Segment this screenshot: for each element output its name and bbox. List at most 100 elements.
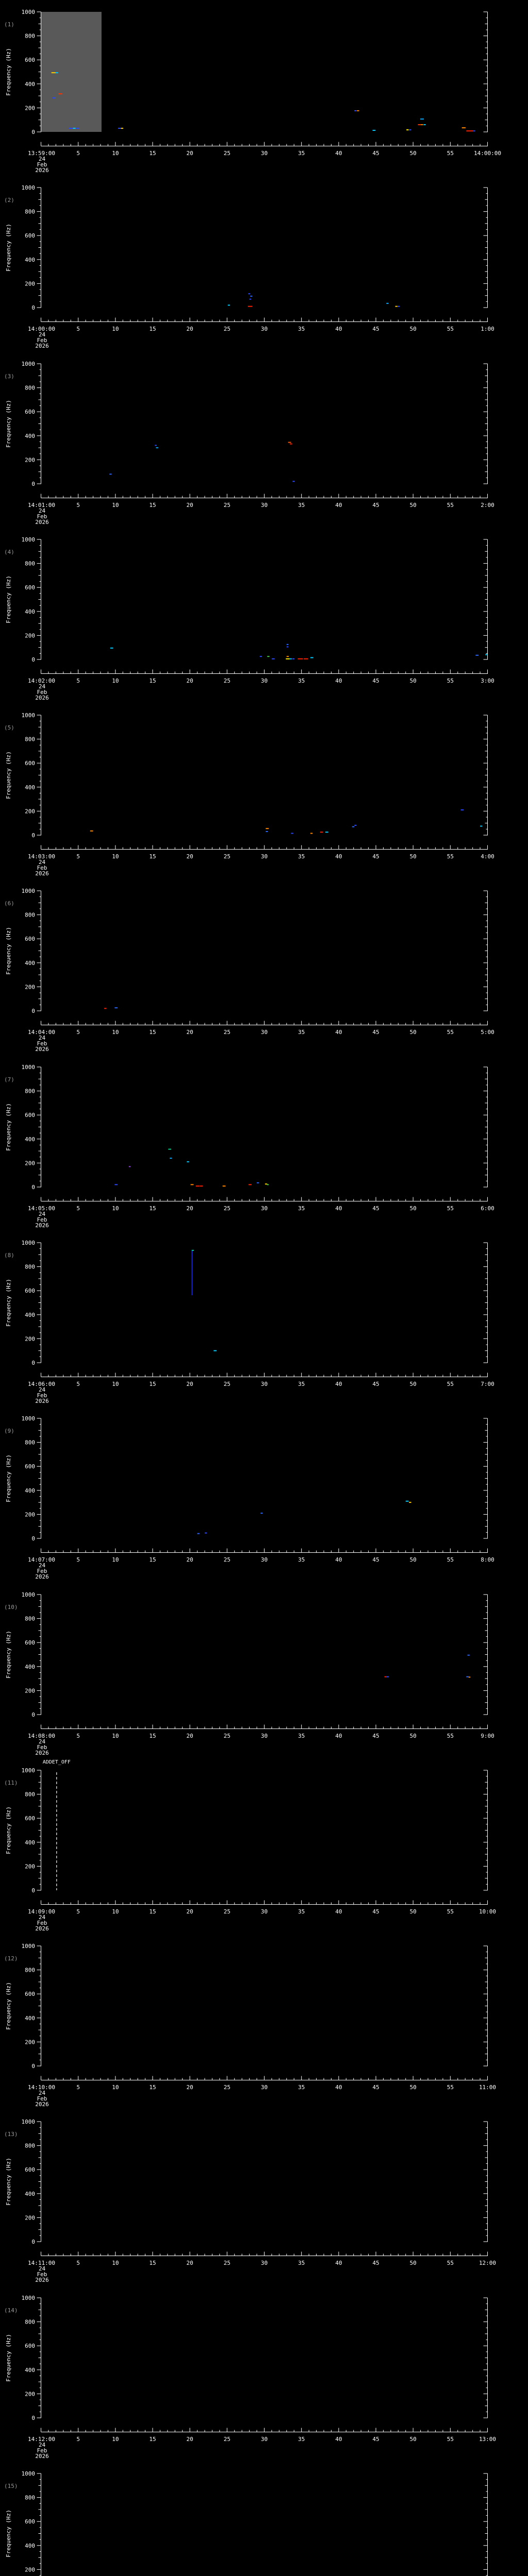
x-tick-label: 10	[112, 1205, 119, 1212]
event-speck	[222, 1185, 226, 1187]
x-tick-label: 50	[410, 1029, 417, 1036]
y-tick-label: 0	[31, 304, 35, 311]
x-tick-label: 50	[410, 2436, 417, 2443]
x-tick-label: 30	[261, 2436, 268, 2443]
x-tick-label: 55	[447, 1733, 454, 1739]
event-speck	[69, 128, 73, 129]
y-tick-label: 600	[25, 1463, 35, 1470]
y-tick-label: 200	[25, 984, 35, 990]
x-tick-label: 5	[76, 1205, 80, 1212]
spectrogram-panel-6: 0 200 400 600 800 1000 5 10 15 20 25 30 35 40 45 50 55 14…	[0, 879, 528, 1055]
date-label: Feb	[37, 161, 47, 168]
y-tick-label: 400	[25, 1664, 35, 1670]
y-tick-label: 600	[25, 760, 35, 767]
event-speck	[286, 643, 289, 645]
y-tick-label: 1000	[22, 361, 36, 367]
x-end-time-label: 1:00	[481, 326, 494, 332]
y-axis-title: Frequency (Hz)	[5, 400, 12, 448]
y-tick-label: 1000	[22, 888, 36, 894]
y-tick-label: 200	[25, 2214, 35, 2221]
date-label: 2026	[35, 2101, 49, 2108]
y-tick-label: 0	[31, 2415, 35, 2421]
event-speck	[466, 130, 474, 132]
panel-number-label: (5)	[4, 724, 14, 731]
x-tick-label: 55	[447, 1908, 454, 1915]
date-label: 2026	[35, 343, 49, 349]
x-tick-label: 55	[447, 2436, 454, 2443]
x-tick-label: 35	[298, 150, 305, 157]
spectrogram-panel-12: 0 200 400 600 800 1000 5 10 15 20 25 30 35 40 45 50 55 14…	[0, 1934, 528, 2110]
x-tick-label: 10	[112, 1381, 119, 1387]
event-speck	[156, 447, 158, 449]
event-speck	[52, 97, 56, 99]
x-tick-label: 20	[187, 502, 193, 509]
y-tick-label: 0	[31, 1008, 35, 1014]
y-tick-label: 200	[25, 456, 35, 463]
panel-number-label: (2)	[4, 197, 14, 204]
y-tick-label: 1000	[22, 9, 36, 15]
y-axis-title: Frequency (Hz)	[5, 2158, 12, 2206]
x-tick-label: 20	[187, 853, 193, 860]
y-tick-label: 600	[25, 1112, 35, 1118]
event-speck	[460, 809, 464, 811]
y-tick-label: 800	[25, 1439, 35, 1446]
event-speck	[121, 128, 123, 129]
x-tick-label: 10	[112, 502, 119, 509]
y-tick-label: 200	[25, 1160, 35, 1166]
y-tick-label: 800	[25, 209, 35, 215]
y-tick-label: 600	[25, 1639, 35, 1646]
x-tick-label: 55	[447, 853, 454, 860]
x-tick-label: 5	[76, 2436, 80, 2443]
event-speck	[289, 658, 292, 659]
spectrogram-panel-4: 0 200 400 600 800 1000 5 10 15 20 25 30 35 40 45 50 55 14…	[0, 528, 528, 704]
event-speck	[286, 656, 289, 657]
x-tick-label: 5	[76, 326, 80, 332]
date-label: 24	[39, 2265, 46, 2272]
event-speck	[288, 442, 291, 443]
x-tick-label: 5	[76, 2260, 80, 2266]
panel-number-label: (9)	[4, 1428, 14, 1434]
x-tick-label: 20	[187, 2260, 193, 2266]
spectrogram-panel-8: 0 200 400 600 800 1000 5 10 15 20 25 30 35 40 45 50 55 14…	[0, 1231, 528, 1407]
x-tick-label: 35	[298, 2260, 305, 2266]
x-tick-label: 40	[335, 1733, 342, 1739]
event-speck	[354, 824, 357, 826]
panel-canvas: 0200400600800100051015202530354045505514…	[4, 2470, 488, 2576]
x-tick-label: 5	[76, 677, 80, 684]
x-tick-label: 10	[112, 1733, 119, 1739]
x-start-time-label: 14:08:00	[28, 1733, 55, 1739]
y-tick-label: 400	[25, 1136, 35, 1143]
x-start-time-label: 14:11:00	[28, 2260, 55, 2266]
x-tick-label: 40	[335, 853, 342, 860]
event-speck	[76, 128, 79, 129]
x-tick-label: 5	[76, 502, 80, 509]
panel-number-label: (13)	[4, 2131, 18, 2138]
spectrogram-panel-13: 0 200 400 600 800 1000 5 10 15 20 25 30 35 40 45 50 55 14…	[0, 2110, 528, 2286]
y-tick-label: 1000	[22, 1591, 36, 1598]
y-tick-label: 0	[31, 1711, 35, 1718]
y-tick-label: 800	[25, 1088, 35, 1095]
date-label: 24	[39, 2442, 46, 2448]
y-tick-label: 200	[25, 632, 35, 639]
y-tick-label: 800	[25, 33, 35, 40]
x-tick-label: 5	[76, 853, 80, 860]
x-tick-label: 45	[372, 1556, 379, 1563]
event-speck	[197, 1533, 200, 1534]
event-speck	[418, 124, 421, 126]
date-label: Feb	[37, 1744, 47, 1751]
y-tick-label: 1000	[22, 712, 36, 719]
y-axis-title: Frequency (Hz)	[5, 2334, 12, 2382]
spectrogram-panel-15: 0200400600800100051015202530354045505514…	[0, 2462, 528, 2576]
x-end-time-label: 7:00	[481, 1381, 494, 1387]
date-label: 24	[39, 1738, 46, 1745]
date-label: Feb	[37, 865, 47, 871]
event-speck	[227, 304, 230, 306]
spectrogram-panel-5: 0 200 400 600 800 1000 5 10 15 20 25 30 35 40 45 50 55 14…	[0, 703, 528, 879]
event-speck	[155, 445, 157, 446]
event-speck	[475, 654, 479, 656]
x-tick-label: 45	[372, 326, 379, 332]
y-tick-label: 200	[25, 2566, 35, 2573]
